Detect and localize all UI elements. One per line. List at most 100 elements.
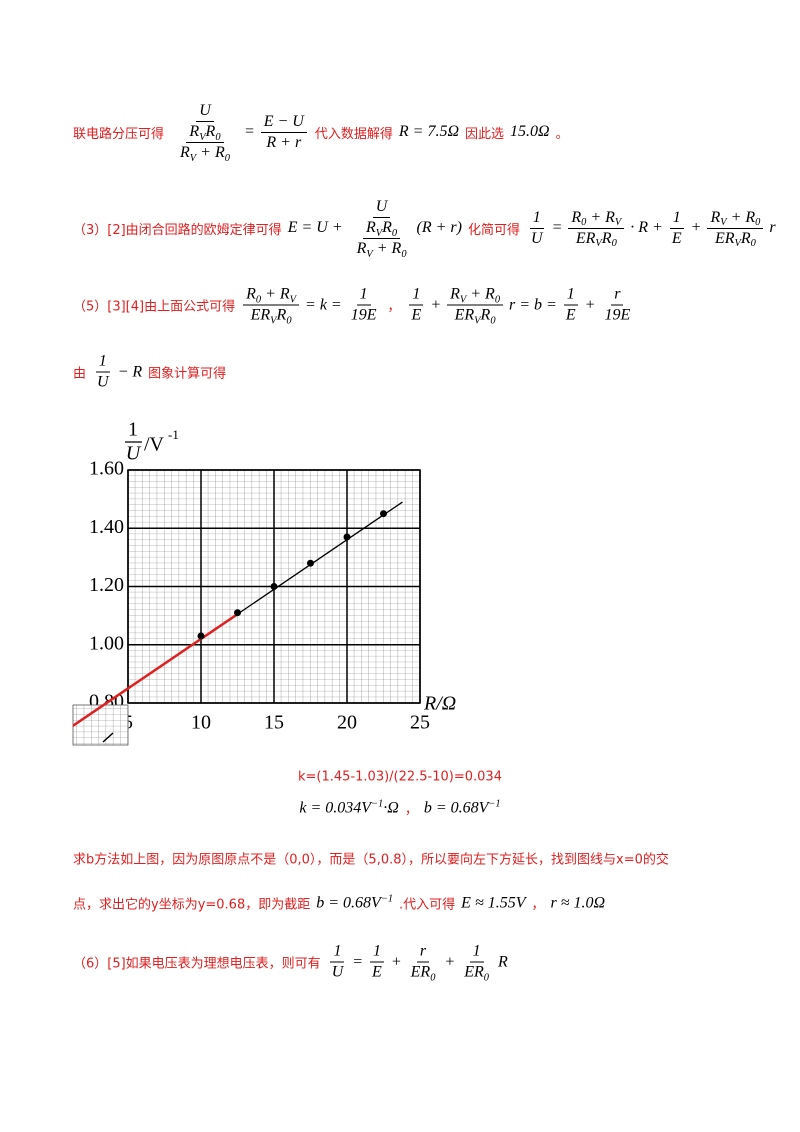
formula: R = 7.5Ω (399, 123, 459, 141)
math-text: E (410, 963, 421, 981)
symbol: R0 (571, 208, 586, 229)
numerator: 1 (529, 208, 544, 229)
x-tick-label: 20 (337, 712, 357, 734)
math-text: 1 (472, 942, 481, 960)
denominator: 19E (601, 306, 633, 325)
x-tick-label: 15 (264, 712, 284, 734)
math-text: r ≈ 1.0Ω (550, 894, 606, 911)
denominator: E R0 (461, 963, 492, 984)
formula: b = 0.68 V−1 (316, 894, 393, 912)
symbol: RV (189, 123, 205, 143)
math-text: = (547, 219, 567, 236)
symbol: V−1 (361, 799, 383, 817)
text: k=(1.45-1.03)/(22.5-10)=0.034 (298, 769, 502, 785)
subscript: V (734, 238, 741, 250)
subscript: 0 (215, 131, 221, 143)
y-label-num: 1 (128, 419, 138, 441)
symbol: RV (725, 230, 741, 250)
math-text: + (466, 285, 486, 303)
symbol-base: R (450, 285, 460, 303)
symbol-base: R (276, 306, 287, 324)
numerator: RV R0 (186, 123, 224, 143)
symbol-base: R (571, 208, 582, 226)
math-text: r (765, 219, 776, 236)
math-text: − R (113, 363, 143, 380)
math-text: r (614, 285, 621, 303)
symbol: RV (464, 306, 481, 327)
math-text: k = 0.034 (299, 799, 362, 816)
math-text: 1 (672, 208, 681, 226)
math-text: + (580, 296, 600, 313)
symbol: R0 (420, 963, 435, 984)
subscript: V (474, 315, 481, 327)
subscript: V (189, 152, 197, 164)
math-text: 1 (566, 285, 575, 303)
subscript: V (289, 294, 297, 306)
subscript: 0 (483, 972, 489, 984)
denominator: RV R0 RV + R0 (349, 218, 415, 260)
symbol: R0 (276, 306, 292, 327)
denominator: E (669, 229, 685, 248)
formula: 15.0Ω (510, 123, 550, 141)
math-text: 1 (412, 285, 421, 303)
denominator: U (528, 229, 546, 248)
math-text: · R + (626, 219, 667, 236)
symbol: R0 (474, 964, 489, 984)
formula: b = 0.68 V−1 (424, 799, 501, 817)
math-text: E (250, 306, 261, 324)
subscript: V (720, 217, 727, 229)
math-text: E − U (263, 112, 304, 130)
symbol: R0 (741, 230, 756, 250)
y-label-den: U (126, 443, 142, 465)
numerator: RV R0 (363, 219, 401, 239)
math-text: + (261, 285, 280, 303)
y-tick-label: 1.60 (89, 458, 124, 480)
math-text: r = b = (505, 296, 561, 313)
numerator: U (372, 198, 391, 218)
math-text: E (714, 229, 725, 247)
text: ， (404, 802, 418, 818)
fraction: r E R0 (408, 942, 439, 984)
math-text: + (686, 219, 706, 236)
symbol-base: R (356, 240, 367, 257)
fraction: R0 + RV E RV R0 (243, 285, 300, 327)
text: （6）[5]如果电压表为理想电压表，则可有 (73, 956, 321, 972)
math-text: E = U + (287, 219, 347, 236)
text: （5）[3][4]由上面公式可得 (73, 299, 236, 315)
y-label-sup: -1 (168, 427, 179, 442)
symbol-base: R (366, 219, 376, 236)
symbol: V−1 (479, 799, 501, 817)
subscript: V (614, 217, 622, 229)
formula: R0 + RV E RV R0 = k = 1 19E (241, 285, 381, 327)
math-text: 1 (532, 208, 541, 226)
subscript: 0 (494, 294, 501, 306)
math-text: (R + r) (416, 219, 462, 236)
text: 图象计算可得 (148, 366, 227, 382)
symbol-base: R (480, 306, 491, 324)
symbol-base: R (464, 306, 475, 324)
math-text: 1 (333, 942, 342, 960)
symbol: RV (450, 285, 466, 306)
subscript: V (270, 315, 277, 327)
symbol-base: R (420, 963, 431, 981)
symbol: R0 (485, 286, 501, 306)
symbol: RV (605, 209, 622, 229)
y-tick-label: 1.40 (89, 516, 124, 538)
math-text: r (419, 942, 427, 960)
math-text: U (531, 229, 543, 247)
symbol: RV (356, 240, 373, 260)
numerator: r (611, 285, 624, 306)
math-text: 1 (359, 285, 368, 303)
denominator: 19E (348, 306, 380, 325)
math-text: U (375, 198, 388, 215)
data-point (343, 533, 351, 541)
